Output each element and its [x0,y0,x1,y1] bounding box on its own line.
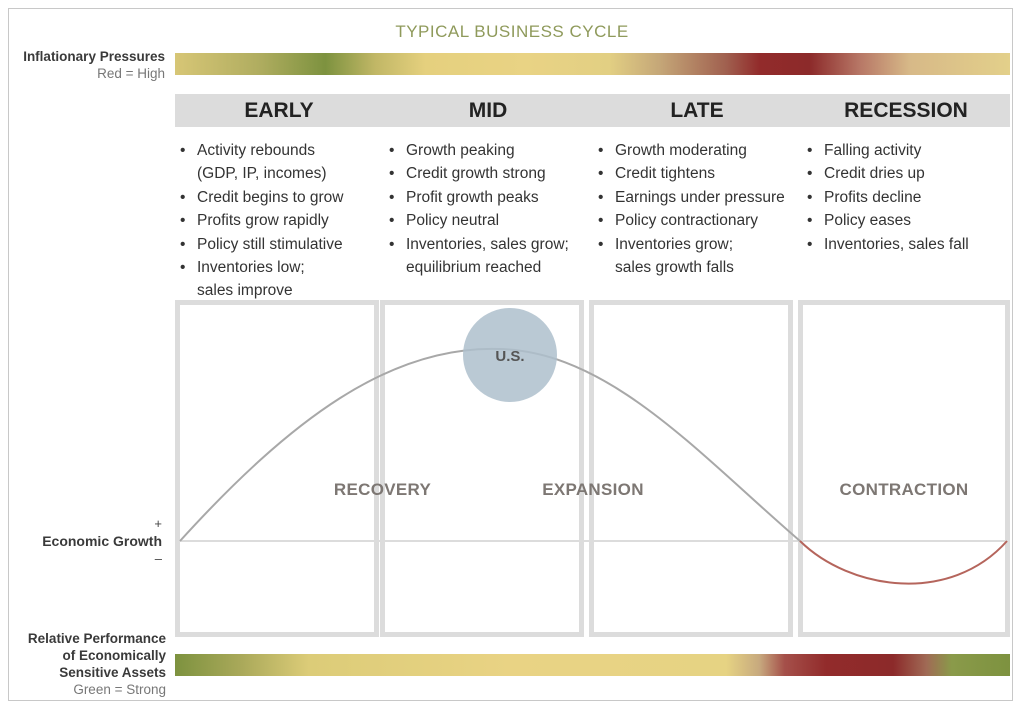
bullet-item: Activity rebounds (GDP, IP, incomes) [177,139,382,186]
region-contraction: CONTRACTION [839,480,969,499]
phase-header-early: EARLY [244,99,314,122]
bullet-item: Profit growth peaks [386,186,591,210]
inflation-label-block: Inflationary Pressures Red = High [23,48,165,82]
us-marker-label: U.S. [495,348,524,365]
phase-bullets-mid: Growth peaking Credit growth strong Prof… [386,139,591,279]
bullet-item: Credit dries up [804,162,1009,186]
bullet-item: Profits decline [804,186,1009,210]
region-expansion: EXPANSION [542,480,644,499]
inflation-legend: Red = High [97,66,165,81]
phase-header-recession: RECESSION [844,99,968,122]
bullet-item: Profits grow rapidly [177,209,382,233]
bullet-item: Growth moderating [595,139,800,163]
region-recovery: RECOVERY [333,480,432,499]
performance-label-block: Relative Performance of Economically Sen… [28,630,166,698]
growth-label: Economic Growth [42,533,162,549]
bullet-item: Credit growth strong [386,162,591,186]
bullet-item: Policy neutral [386,209,591,233]
bullet-item: Earnings under pressure [595,186,800,210]
panel-recession [798,300,1010,637]
panel-late [589,300,793,637]
phase-header-mid: MID [468,99,508,122]
bullet-item: Inventories grow; sales growth falls [595,233,800,280]
negative-growth-curve [799,540,1008,585]
phase-bullets-late: Growth moderating Credit tightens Earnin… [595,139,800,279]
phase-header-late: LATE [670,99,724,122]
panel-early [175,300,379,637]
performance-legend: Green = Strong [73,682,166,697]
bullet-item: Credit tightens [595,162,800,186]
performance-gradient-bar [175,654,1010,676]
bullet-item: Policy contractionary [595,209,800,233]
inflation-label: Inflationary Pressures [23,49,165,64]
inflation-gradient-bar [175,53,1010,75]
diagram-title: TYPICAL BUSINESS CYCLE [395,22,629,41]
bullet-item: Inventories, sales grow; equilibrium rea… [386,233,591,280]
phase-bullets-early: Activity rebounds (GDP, IP, incomes) Cre… [177,139,382,303]
panel-mid [380,300,584,637]
growth-plus-sign: + [154,516,162,531]
phase-bullets-recession: Falling activity Credit dries up Profits… [804,139,1009,256]
phase-header: EARLY MID LATE RECESSION [175,94,1010,127]
bullet-item: Growth peaking [386,139,591,163]
performance-label-line2: of Economically [62,648,166,663]
performance-label-line1: Relative Performance [27,631,166,646]
growth-minus-sign: – [154,551,162,566]
diagram-frame [8,8,1013,701]
bullet-item: Credit begins to grow [177,186,382,210]
bullet-item: Inventories low; sales improve [177,256,382,303]
bullet-item: Falling activity [804,139,1009,163]
bullet-item: Inventories, sales fall [804,233,1009,257]
us-marker-circle [463,308,557,402]
bullet-item: Policy still stimulative [177,233,382,257]
bullet-item: Policy eases [804,209,1009,233]
performance-label-line3: Sensitive Assets [59,665,166,680]
